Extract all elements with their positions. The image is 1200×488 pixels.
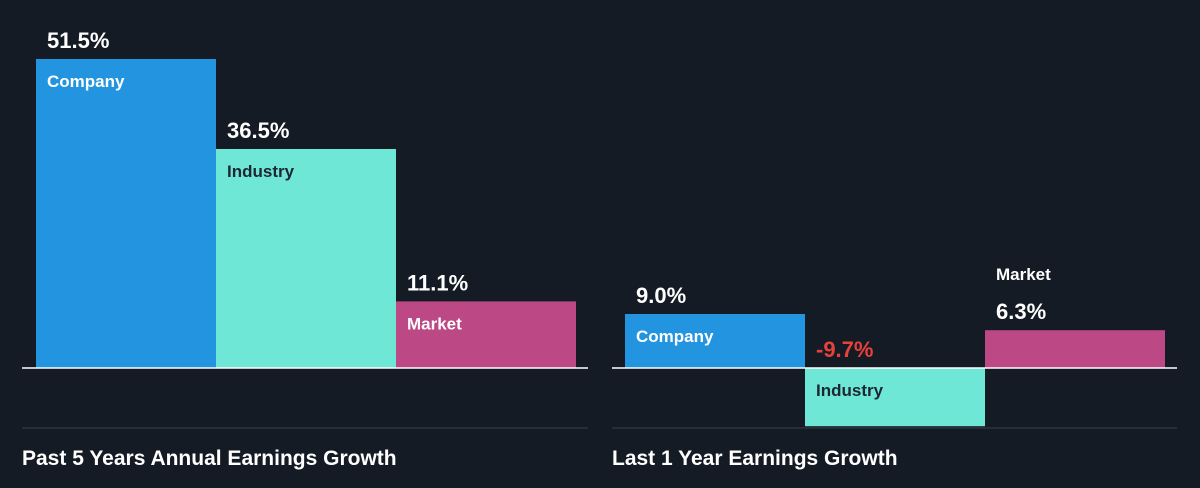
panel-2-value-label-company: 9.0% [636,283,686,308]
panel-2-category-label-company: Company [636,327,714,346]
panel-2-value-label-market: 6.3% [996,299,1046,324]
panel-1-bar-company [36,59,216,368]
panel-2-category-label-industry: Industry [816,381,884,400]
panel-2-value-label-industry: -9.7% [816,337,873,362]
panel-2-category-label-market: Market [996,265,1051,284]
panel-1-value-label-company: 51.5% [47,28,109,53]
panel-2-bar-company [625,314,805,368]
panel-1-category-label-company: Company [47,72,125,91]
panel-1-value-label-industry: 36.5% [227,118,289,143]
panel-2-bar-industry [805,368,985,427]
panel-1-bar-market [396,301,576,368]
panel-1-title: Past 5 Years Annual Earnings Growth [22,447,397,470]
panel-1-value-label-market: 11.1% [407,270,468,295]
panel-1-category-label-market: Market [407,314,462,333]
panel-1-category-label-industry: Industry [227,162,295,181]
panel-1-bar-industry [216,149,396,368]
panel-2-title: Last 1 Year Earnings Growth [612,447,898,470]
panel-2-bar-market [985,330,1165,368]
